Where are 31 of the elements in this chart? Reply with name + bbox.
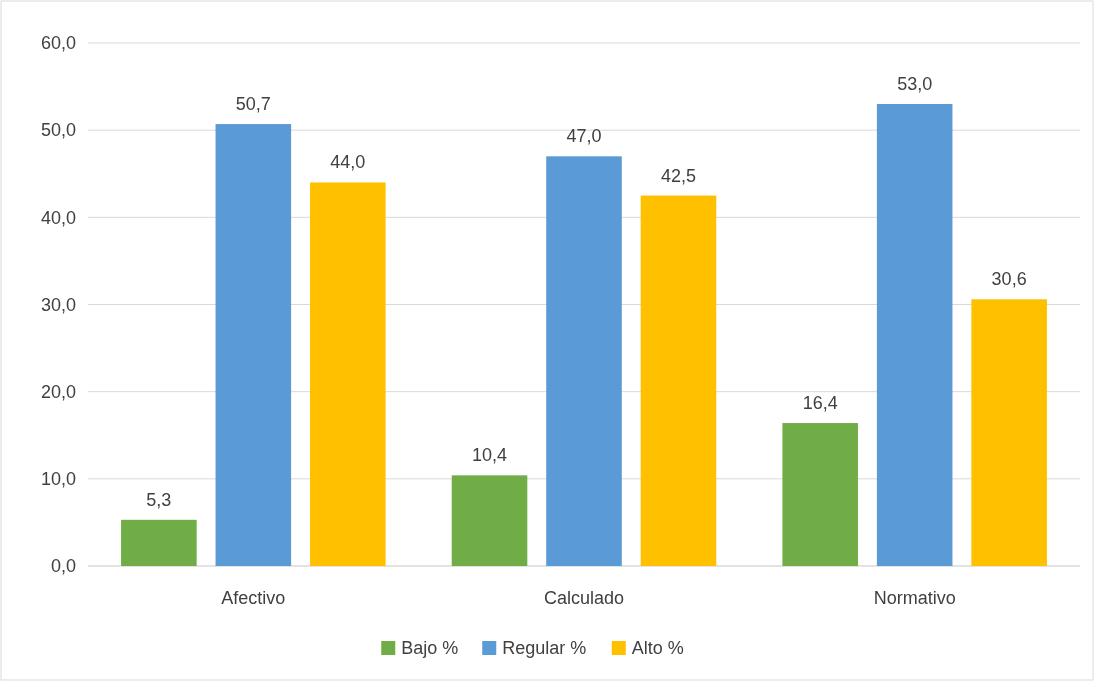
y-tick-label: 20,0 bbox=[40, 381, 76, 402]
bar bbox=[876, 104, 953, 566]
data-label: 30,6 bbox=[991, 269, 1027, 290]
y-tick-label: 50,0 bbox=[40, 120, 76, 141]
data-label: 10,4 bbox=[472, 445, 508, 466]
x-tick-label: Afectivo bbox=[221, 588, 286, 608]
legend-label: Regular % bbox=[502, 638, 587, 659]
data-label: 50,7 bbox=[235, 94, 271, 115]
data-label: 16,4 bbox=[802, 393, 838, 414]
bar bbox=[451, 475, 528, 566]
bar bbox=[546, 156, 622, 566]
legend-label: Alto % bbox=[631, 638, 684, 659]
bar bbox=[640, 195, 717, 566]
y-tick-label: 60,0 bbox=[40, 33, 76, 54]
bar bbox=[782, 423, 858, 566]
legend-label: Bajo % bbox=[401, 638, 459, 659]
data-label: 44,0 bbox=[330, 152, 366, 173]
bar bbox=[971, 299, 1047, 566]
bar bbox=[121, 519, 197, 566]
data-label: 42,5 bbox=[660, 165, 696, 186]
bar bbox=[215, 124, 292, 566]
x-tick-label: Calculado bbox=[543, 588, 625, 608]
y-tick-label: 40,0 bbox=[40, 207, 76, 228]
data-label: 53,0 bbox=[897, 74, 933, 95]
x-tick-label: Normativo bbox=[873, 588, 956, 608]
y-tick-label: 30,0 bbox=[40, 294, 76, 315]
y-tick-label: 0,0 bbox=[50, 556, 76, 577]
y-tick-label: 10,0 bbox=[40, 469, 76, 490]
bar bbox=[310, 182, 386, 566]
data-label: 47,0 bbox=[566, 126, 602, 147]
data-label: 5,3 bbox=[146, 489, 172, 510]
